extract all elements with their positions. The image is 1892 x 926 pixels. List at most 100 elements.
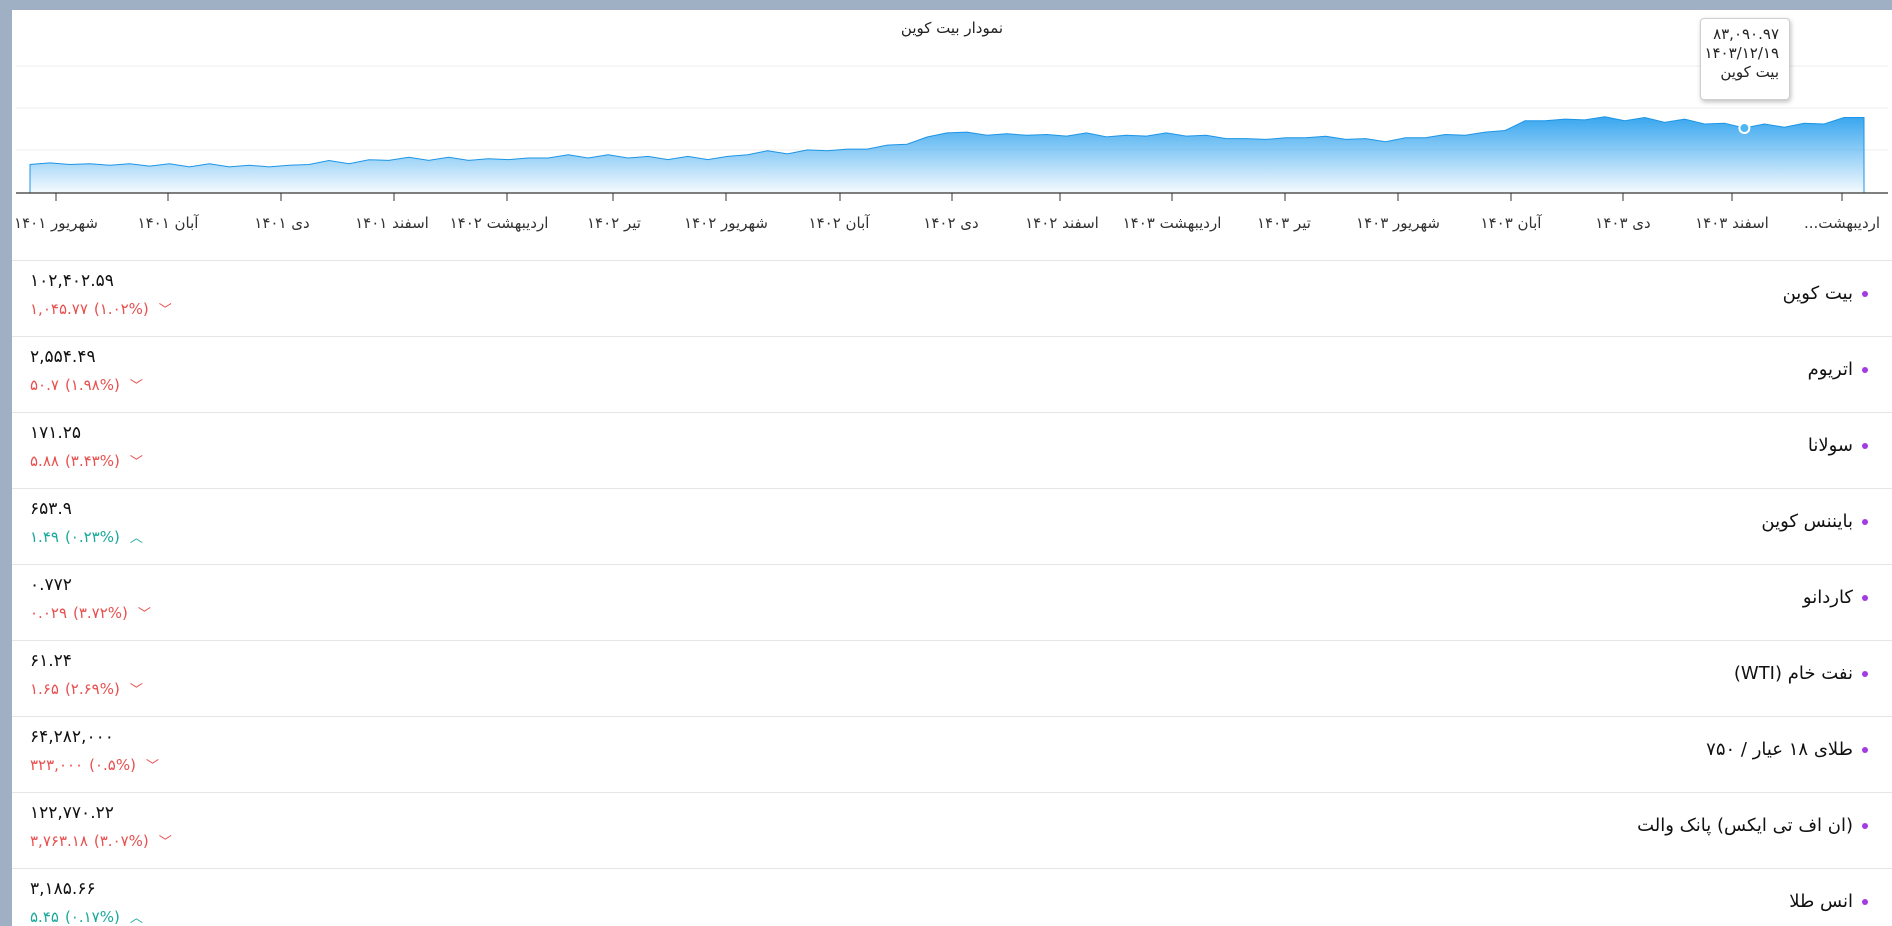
asset-list: بیت کوین ۱۰۲,۴۰۲.۵۹ ۱,۰۴۵.۷۷ (۱.۰۲%) ﹀ اتریوم… xyxy=(12,260,1892,926)
change-percent: (۰.۵%) xyxy=(89,756,136,774)
asset-price: ۶۱.۲۴ xyxy=(30,651,72,671)
change-percent: (۲.۶۹%) xyxy=(64,680,120,698)
asset-name: انس طلا xyxy=(1789,891,1868,912)
x-tick-label: اسفند ۱۴۰۳ xyxy=(1695,214,1769,232)
asset-change: ۱.۶۵ (۲.۶۹%) ﹀ xyxy=(30,679,149,698)
asset-name-label: اتریوم xyxy=(1807,359,1853,380)
change-value: ۱.۴۹ xyxy=(30,528,59,546)
bullet-dot xyxy=(1862,291,1868,297)
asset-name-label: سولانا xyxy=(1807,435,1853,456)
asset-name: (ان اف تی ایکس) پانک والت xyxy=(1637,815,1868,836)
bullet-dot xyxy=(1862,899,1868,905)
asset-price: ۳,۱۸۵.۶۶ xyxy=(30,879,96,899)
asset-name: طلای ۱۸ عیار / ۷۵۰ xyxy=(1706,739,1868,760)
asset-price: ۱۷۱.۲۵ xyxy=(30,423,82,443)
chevron-down-icon: ﹀ xyxy=(158,303,172,318)
tooltip-series: بیت کوین xyxy=(1720,63,1779,81)
asset-name-label: (ان اف تی ایکس) پانک والت xyxy=(1637,815,1853,836)
x-tick-label: اسفند ۱۴۰۲ xyxy=(1025,214,1099,232)
change-percent: (۳.۰۷%) xyxy=(93,832,149,850)
change-value: ۰.۰۲۹ xyxy=(30,604,67,622)
x-tick-label: دی ۱۴۰۲ xyxy=(923,214,978,232)
price-area xyxy=(29,116,1865,194)
asset-change: ۱.۴۹ (۰.۲۳%) ︿ xyxy=(30,527,149,546)
asset-row[interactable]: بایننس کوین ۶۵۳.۹ ۱.۴۹ (۰.۲۳%) ︿ xyxy=(12,488,1892,564)
asset-change: ۳,۷۶۳.۱۸ (۳.۰۷%) ﹀ xyxy=(30,831,178,850)
x-tick-label: اردیبهشت ۱۴۰۲ xyxy=(450,214,549,232)
asset-price: ۱۰۲,۴۰۲.۵۹ xyxy=(30,271,114,291)
chevron-up-icon: ︿ xyxy=(129,911,143,926)
chevron-up-icon: ︿ xyxy=(129,531,143,546)
change-value: ۳۲۳,۰۰۰ xyxy=(30,756,84,774)
market-panel: نمودار بیت کوین شهریور ۱۴۰۱ آبان ۱۴۰۱ دی ۱… xyxy=(12,10,1892,926)
asset-name: بیت کوین xyxy=(1783,283,1868,304)
asset-change: ۵.۴۵ (۰.۱۷%) ︿ xyxy=(30,907,149,926)
x-tick-label: شهریور ۱۴۰۳ xyxy=(1356,214,1440,232)
x-tick-label: تیر ۱۴۰۲ xyxy=(587,214,641,232)
chevron-down-icon: ﹀ xyxy=(145,759,159,774)
change-percent: (۰.۲۳%) xyxy=(64,528,120,546)
asset-name: نفت خام (WTI) xyxy=(1734,663,1868,684)
asset-row[interactable]: (ان اف تی ایکس) پانک والت ۱۲۲,۷۷۰.۲۲ ۳,۷۶۳… xyxy=(12,792,1892,868)
asset-change: ۰.۰۲۹ (۳.۷۲%) ﹀ xyxy=(30,603,157,622)
x-tick-label: اردیبهشت ۱۴۰۳ xyxy=(1123,214,1222,232)
asset-name-label: کاردانو xyxy=(1802,587,1853,608)
x-tick-label: آبان ۱۴۰۳ xyxy=(1481,214,1543,232)
x-tick-label: آبان ۱۴۰۱ xyxy=(138,214,200,232)
asset-name: اتریوم xyxy=(1808,359,1868,380)
x-tick-label: اردیبهشت... xyxy=(1804,214,1880,232)
asset-change: ۳۲۳,۰۰۰ (۰.۵%) ﹀ xyxy=(30,755,165,774)
bullet-dot xyxy=(1862,443,1868,449)
asset-row[interactable]: انس طلا ۳,۱۸۵.۶۶ ۵.۴۵ (۰.۱۷%) ︿ xyxy=(12,868,1892,926)
asset-change: ۱,۰۴۵.۷۷ (۱.۰۲%) ﹀ xyxy=(30,299,178,318)
asset-name: بایننس کوین xyxy=(1761,511,1868,532)
asset-row[interactable]: کاردانو ۰.۷۷۲ ۰.۰۲۹ (۳.۷۲%) ﹀ xyxy=(12,564,1892,640)
chevron-down-icon: ﹀ xyxy=(137,607,151,622)
bullet-dot xyxy=(1862,367,1868,373)
tooltip-value: ۸۳,۰۹۰.۹۷ xyxy=(1713,25,1779,43)
asset-row[interactable]: بیت کوین ۱۰۲,۴۰۲.۵۹ ۱,۰۴۵.۷۷ (۱.۰۲%) ﹀ xyxy=(12,260,1892,336)
asset-name: کاردانو xyxy=(1803,587,1868,608)
chart-title: نمودار بیت کوین xyxy=(900,19,1004,37)
change-percent: (۰.۱۷%) xyxy=(64,908,120,926)
change-percent: (۳.۷۲%) xyxy=(73,604,128,622)
chevron-down-icon: ﹀ xyxy=(129,455,143,470)
bitcoin-chart[interactable]: نمودار بیت کوین شهریور ۱۴۰۱ آبان ۱۴۰۱ دی ۱… xyxy=(12,10,1892,260)
x-tick-label: دی ۱۴۰۱ xyxy=(254,214,309,232)
x-tick-label: شهریور ۱۴۰۱ xyxy=(14,214,98,232)
bullet-dot xyxy=(1862,671,1868,677)
change-value: ۵.۸۸ xyxy=(30,452,59,470)
asset-row[interactable]: نفت خام (WTI) ۶۱.۲۴ ۱.۶۵ (۲.۶۹%) ﹀ xyxy=(12,640,1892,716)
bullet-dot xyxy=(1862,519,1868,525)
change-percent: (۳.۴۳%) xyxy=(64,452,120,470)
asset-price: ۰.۷۷۲ xyxy=(30,575,72,595)
tooltip-date: ۱۴۰۳/۱۲/۱۹ xyxy=(1704,44,1779,62)
hover-marker xyxy=(1738,122,1751,135)
chevron-down-icon: ﹀ xyxy=(158,835,172,850)
change-value: ۱.۶۵ xyxy=(30,680,59,698)
chevron-down-icon: ﹀ xyxy=(129,379,143,394)
asset-row[interactable]: طلای ۱۸ عیار / ۷۵۰ ۶۴,۲۸۲,۰۰۰ ۳۲۳,۰۰۰ (۰.۵%… xyxy=(12,716,1892,792)
asset-row[interactable]: اتریوم ۲,۵۵۴.۴۹ ۵۰.۷ (۱.۹۸%) ﹀ xyxy=(12,336,1892,412)
chart-svg[interactable]: شهریور ۱۴۰۱ آبان ۱۴۰۱ دی ۱۴۰۱ اسفند ۱۴۰۱ ارد… xyxy=(12,10,1892,260)
change-value: ۵۰.۷ xyxy=(30,376,59,394)
asset-price: ۶۵۳.۹ xyxy=(30,499,72,519)
asset-change: ۵۰.۷ (۱.۹۸%) ﹀ xyxy=(30,375,149,394)
bullet-dot xyxy=(1862,823,1868,829)
x-tick-label: اسفند ۱۴۰۱ xyxy=(355,214,429,232)
asset-price: ۱۲۲,۷۷۰.۲۲ xyxy=(30,803,114,823)
x-tick-label: شهریور ۱۴۰۲ xyxy=(684,214,768,232)
asset-price: ۲,۵۵۴.۴۹ xyxy=(30,347,96,367)
asset-name-label: بیت کوین xyxy=(1782,283,1853,304)
asset-name-label: بایننس کوین xyxy=(1761,511,1853,532)
asset-name-label: نفت خام (WTI) xyxy=(1733,663,1853,684)
asset-name-label: طلای ۱۸ عیار / ۷۵۰ xyxy=(1706,739,1853,760)
asset-name-label: انس طلا xyxy=(1789,891,1853,912)
change-value: ۱,۰۴۵.۷۷ xyxy=(30,300,88,318)
bullet-dot xyxy=(1862,747,1868,753)
change-value: ۵.۴۵ xyxy=(30,908,59,926)
change-value: ۳,۷۶۳.۱۸ xyxy=(30,832,88,850)
asset-change: ۵.۸۸ (۳.۴۳%) ﹀ xyxy=(30,451,149,470)
change-percent: (۱.۰۲%) xyxy=(93,300,149,318)
asset-row[interactable]: سولانا ۱۷۱.۲۵ ۵.۸۸ (۳.۴۳%) ﹀ xyxy=(12,412,1892,488)
